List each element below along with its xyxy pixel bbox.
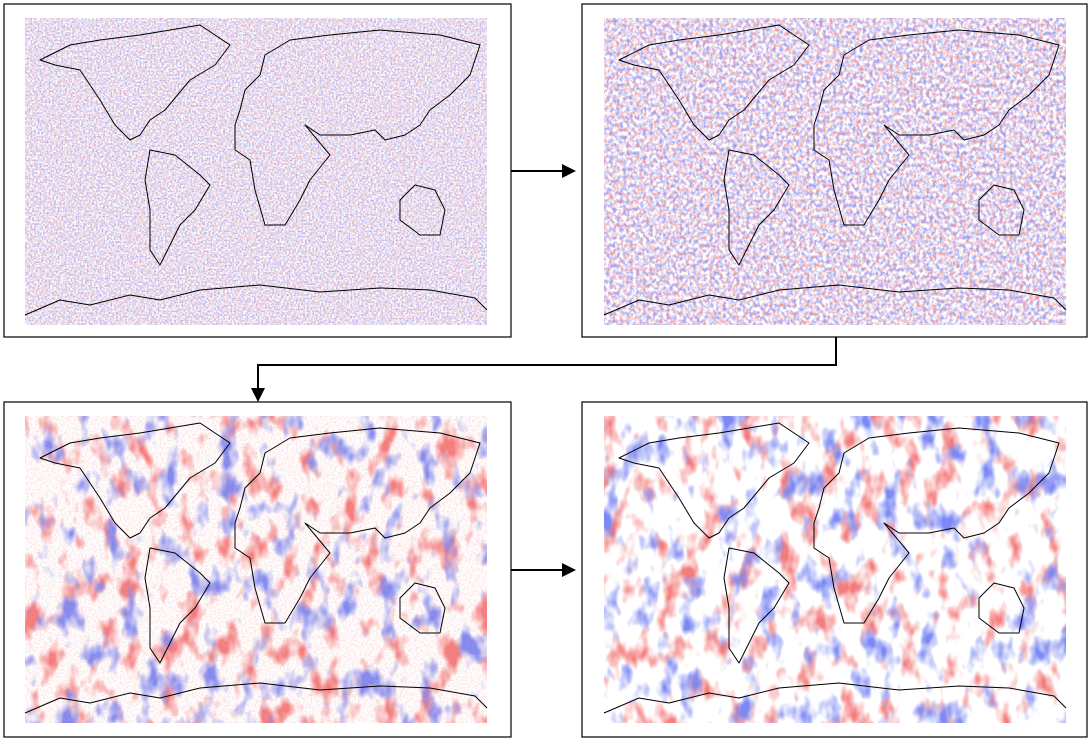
arrowheads — [251, 164, 576, 577]
arrows — [257, 170, 837, 571]
panel-smooth — [581, 401, 1088, 738]
panel-raw — [3, 3, 512, 338]
panel-step-2 — [581, 3, 1088, 338]
panel-step-3 — [3, 401, 512, 738]
